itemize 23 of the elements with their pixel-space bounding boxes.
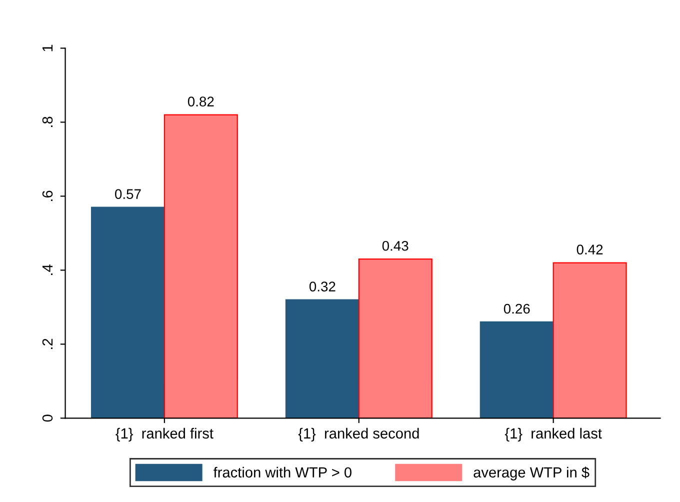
y-tick-label: .4 [42,264,53,275]
legend-label: average WTP in $ [474,466,590,480]
data-label: 0.42 [576,244,603,254]
data-label: 0.82 [188,96,214,106]
x-tick-label: {1} ranked last [504,428,602,442]
legend-label: fraction with WTP > 0 [214,466,352,478]
bar [358,258,432,418]
bar [90,206,165,418]
y-tick-label: .6 [42,190,53,201]
data-label: 0.57 [115,189,141,199]
y-tick-label: 1 [42,44,53,52]
y-tick-label: 0 [42,414,53,422]
y-tick-label: .8 [42,116,53,127]
y-tick-label: .2 [42,338,53,349]
x-tick-label: {1} ranked first [116,428,214,442]
x-tick-label: {1} ranked second [298,428,419,442]
bar [164,114,238,418]
bar [480,321,554,418]
bar [552,262,627,418]
bar [285,299,360,418]
data-label: 0.32 [309,282,336,292]
data-label: 0.26 [504,304,530,314]
data-label: 0.43 [382,240,408,251]
